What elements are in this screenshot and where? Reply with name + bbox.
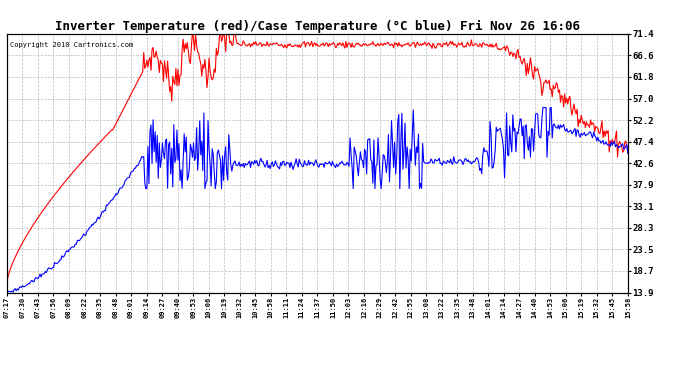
Text: Copyright 2010 Cartronics.com: Copyright 2010 Cartronics.com [10,42,133,48]
Title: Inverter Temperature (red)/Case Temperature (°C blue) Fri Nov 26 16:06: Inverter Temperature (red)/Case Temperat… [55,20,580,33]
